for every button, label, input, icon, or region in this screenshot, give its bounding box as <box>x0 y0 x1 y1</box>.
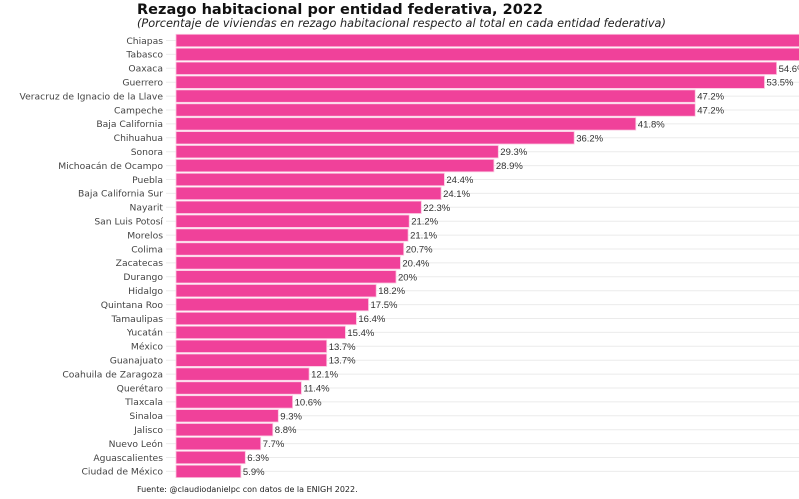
value-label: 21.2% <box>411 217 438 228</box>
value-label: 20.7% <box>406 245 433 256</box>
category-label: Oaxaca <box>128 64 163 75</box>
category-label: Sinaloa <box>129 411 163 422</box>
category-label: Campeche <box>114 105 163 116</box>
category-label: Michoacán de Ocampo <box>58 161 163 172</box>
category-label: Aguascalientes <box>93 453 163 464</box>
category-label: Yucatán <box>126 328 163 339</box>
bar <box>175 450 246 465</box>
category-label: Baja California <box>96 119 163 130</box>
bar <box>175 228 409 242</box>
chart-caption: Fuente: @claudiodanielpc con datos de la… <box>137 485 358 494</box>
bar <box>175 117 637 131</box>
category-label: Coahuila de Zaragoza <box>62 369 163 380</box>
category-label: Tabasco <box>125 50 163 61</box>
category-label: Veracruz de Ignacio de la Llave <box>20 91 164 102</box>
category-label: Querétaro <box>117 383 164 394</box>
value-label: 12.1% <box>311 370 338 381</box>
category-label: Tlaxcala <box>124 397 163 408</box>
bar <box>175 200 422 214</box>
bar <box>175 395 293 409</box>
bar <box>175 242 405 256</box>
value-label: 9.3% <box>280 411 302 422</box>
category-label: Guerrero <box>122 78 163 89</box>
bar <box>175 145 499 159</box>
bar <box>175 172 445 187</box>
bar <box>175 47 799 62</box>
bar <box>175 367 310 381</box>
category-label: San Luis Potosí <box>94 217 163 228</box>
bar <box>175 103 696 117</box>
value-label: 13.7% <box>329 342 356 353</box>
value-label: 21.1% <box>410 231 437 242</box>
category-label: Ciudad de México <box>82 467 164 478</box>
bar <box>175 325 346 340</box>
category-label: Colima <box>131 244 163 255</box>
value-label: 20% <box>398 272 418 283</box>
category-label: Sonora <box>131 147 163 158</box>
bar <box>175 186 442 200</box>
value-label: 53.5% <box>767 78 794 89</box>
value-label: 5.9% <box>243 467 265 478</box>
value-label: 6.3% <box>247 453 269 464</box>
value-label: 11.4% <box>303 384 330 395</box>
value-label: 28.9% <box>496 161 523 172</box>
value-label: 29.3% <box>500 147 527 158</box>
value-label: 18.2% <box>378 286 405 297</box>
category-label: Durango <box>123 272 163 283</box>
value-label: 36.2% <box>576 133 603 144</box>
category-label: Puebla <box>132 175 163 186</box>
bar <box>175 270 397 284</box>
bar <box>175 158 495 173</box>
category-label: Morelos <box>127 230 163 241</box>
category-label: Tamaulipas <box>111 314 164 325</box>
value-label: 24.1% <box>443 189 470 200</box>
value-label: 13.7% <box>329 356 356 367</box>
category-label: México <box>131 342 163 353</box>
value-label: 22.3% <box>423 203 450 214</box>
bar <box>175 311 357 326</box>
chart-subtitle: (Porcentaje de viviendas en rezago habit… <box>137 17 666 30</box>
category-label: Guanajuato <box>110 356 164 367</box>
bar <box>175 339 328 353</box>
bar <box>175 353 328 367</box>
category-label: Zacatecas <box>116 258 164 269</box>
bar <box>175 381 302 395</box>
bar <box>175 423 274 437</box>
category-label: Nuevo León <box>109 439 164 450</box>
value-label: 15.4% <box>347 328 374 339</box>
bar <box>175 214 410 228</box>
value-label: 24.4% <box>446 175 473 186</box>
bar <box>175 89 696 103</box>
category-label: Jalisco <box>133 425 163 436</box>
category-label: Hidalgo <box>128 286 163 297</box>
value-label: 16.4% <box>358 314 385 325</box>
chart-title: Rezago habitacional por entidad federati… <box>137 2 543 18</box>
value-label: 8.8% <box>275 425 297 436</box>
category-label: Quintana Roo <box>101 300 164 311</box>
value-label: 17.5% <box>371 300 398 311</box>
bar <box>175 436 262 451</box>
bar <box>175 256 401 270</box>
value-label: 41.8% <box>638 119 665 130</box>
bar <box>175 75 765 89</box>
bar <box>175 284 377 298</box>
value-label: 54.6% <box>779 64 799 75</box>
bar <box>175 464 242 479</box>
category-label: Chiapas <box>126 36 163 47</box>
value-label: 47.2% <box>697 106 724 117</box>
bar <box>175 409 279 423</box>
category-label: Chihuahua <box>114 133 163 144</box>
bar <box>175 33 799 48</box>
bar <box>175 131 575 145</box>
value-label: 7.7% <box>263 439 285 450</box>
category-label: Baja California Sur <box>78 189 163 200</box>
category-label: Nayarit <box>129 203 163 214</box>
bar <box>175 61 777 75</box>
value-label: 10.6% <box>295 397 322 408</box>
bar <box>175 297 369 312</box>
value-label: 20.4% <box>402 258 429 269</box>
value-label: 47.2% <box>697 92 724 103</box>
